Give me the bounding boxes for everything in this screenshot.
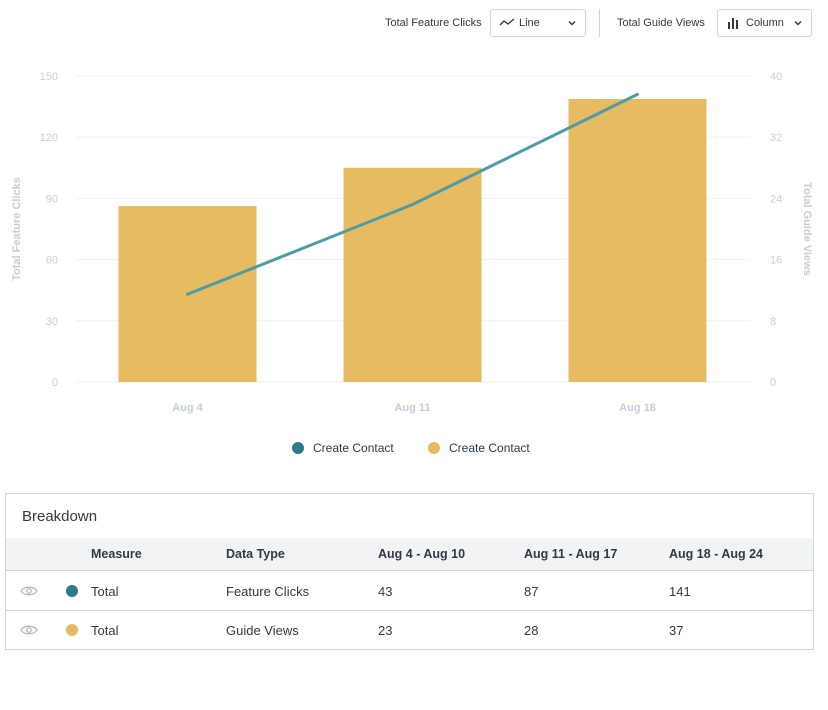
column-header-data-type: Data Type (226, 547, 285, 561)
legend-label: Create Contact (313, 441, 394, 455)
eye-icon[interactable] (20, 584, 38, 598)
table-row: Total Guide Views 23 28 37 (6, 611, 813, 650)
series2-label: Total Guide Views (617, 17, 705, 29)
line-series (186, 92, 639, 296)
chart-legend: Create Contact Create Contact (0, 441, 828, 459)
legend-dot (292, 442, 304, 454)
breakdown-panel: Breakdown Measure Data Type Aug 4 - Aug … (5, 493, 814, 650)
y-tick-label: 90 (46, 193, 58, 205)
legend-item-column-series[interactable]: Create Contact (428, 441, 530, 455)
y2-axis-title: Total Guide Views (801, 182, 813, 276)
y-axis-title: Total Feature Clicks (11, 177, 23, 281)
y-tick-label: 120 (40, 132, 58, 144)
y2-tick-label: 24 (770, 193, 782, 205)
breakdown-title: Breakdown (22, 508, 98, 525)
chevron-down-icon (568, 20, 576, 26)
y2-tick-label: 32 (770, 132, 782, 144)
series1-label: Total Feature Clicks (385, 17, 482, 29)
x-tick-label: Aug 18 (619, 402, 656, 414)
eye-icon[interactable] (20, 623, 38, 637)
cell-measure: Total (91, 584, 119, 599)
column-header-week-2: Aug 11 - Aug 17 (524, 547, 618, 561)
y2-tick-label: 40 (770, 71, 782, 83)
toolbar-divider (599, 9, 600, 37)
cell-data-type: Feature Clicks (226, 584, 310, 599)
x-tick-label: Aug 4 (172, 402, 203, 414)
cell-value: 28 (524, 623, 539, 638)
series2-type-dropdown[interactable]: Column (717, 9, 812, 37)
cell-value: 43 (378, 584, 393, 599)
column-chart-icon (728, 18, 738, 29)
legend-label: Create Contact (449, 441, 530, 455)
column-header-week-1: Aug 4 - Aug 10 (378, 547, 466, 561)
y2-tick-label: 0 (770, 377, 776, 389)
legend-item-line-series[interactable]: Create Contact (292, 441, 394, 455)
series1-type-dropdown[interactable]: Line (490, 9, 586, 37)
cell-value: 37 (669, 623, 684, 638)
cell-data-type: Guide Views (226, 623, 299, 638)
bar (568, 98, 707, 382)
series2-type-value: Column (746, 17, 784, 29)
series-color-dot (66, 624, 78, 636)
table-row: Total Feature Clicks 43 87 141 (6, 572, 813, 611)
y-tick-label: 150 (40, 71, 58, 83)
series1-type-value: Line (519, 17, 540, 29)
line-chart-icon (499, 18, 515, 26)
cell-value: 141 (669, 584, 691, 599)
legend-dot (428, 442, 440, 454)
column-header-week-3: Aug 18 - Aug 24 (669, 547, 763, 561)
chart-toolbar: Total Feature Clicks Line Total Guide Vi… (0, 9, 828, 39)
x-tick-label: Aug 11 (394, 402, 430, 414)
y-tick-label: 0 (52, 377, 58, 389)
cell-measure: Total (91, 623, 119, 638)
combo-chart: 0 0 30 8 60 16 90 24 120 32 150 40 Total Feature Cli… (11, 71, 813, 414)
column-header-measure: Measure (91, 547, 142, 561)
y-tick-label: 30 (46, 316, 58, 328)
table-header: Measure Data Type Aug 4 - Aug 10 Aug 11 … (6, 538, 813, 571)
y-tick-label: 60 (46, 255, 58, 267)
bar (343, 167, 482, 382)
series-color-dot (66, 585, 78, 597)
chevron-down-icon (794, 20, 802, 26)
y2-tick-label: 16 (770, 255, 782, 267)
cell-value: 23 (378, 623, 393, 638)
y2-tick-label: 8 (770, 316, 776, 328)
cell-value: 87 (524, 584, 539, 599)
